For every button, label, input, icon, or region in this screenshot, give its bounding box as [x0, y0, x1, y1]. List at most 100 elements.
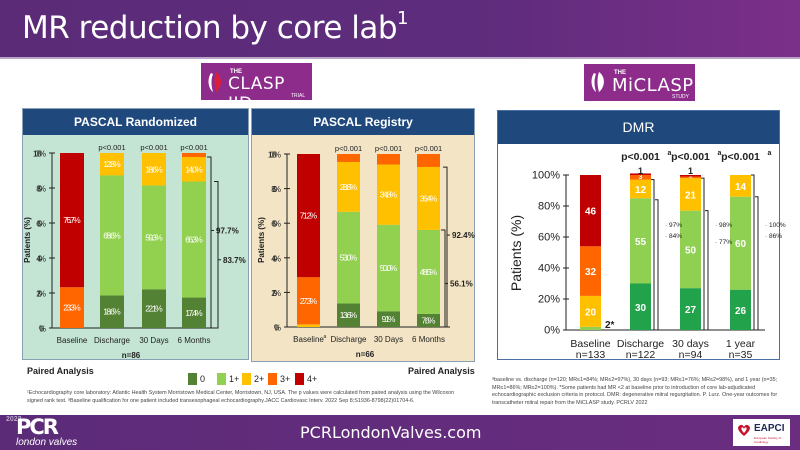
y-tick-label: 80%	[538, 201, 560, 213]
data-label: 50	[685, 245, 697, 256]
y-tick-label: 100%	[268, 151, 281, 160]
bar-segment	[680, 210, 701, 289]
category-label: Discharge	[617, 338, 664, 350]
y-tick-label: 80%	[36, 185, 46, 194]
bracket	[207, 156, 212, 329]
bar-segment	[630, 179, 651, 199]
y-tick-label: 0%	[274, 324, 281, 333]
bar-segment	[182, 181, 206, 298]
bracket-label: · 100%	[765, 222, 786, 229]
bar-segment	[630, 175, 651, 180]
bracket-label: 97.7%	[216, 227, 239, 236]
data-label: 53.0%	[340, 253, 358, 263]
logo-sub: STUDY	[672, 94, 689, 100]
bar-segment	[337, 211, 360, 304]
y-axis-label: Patients (%)	[508, 215, 524, 291]
category-n: n=133	[576, 349, 606, 361]
bar-segment	[142, 153, 166, 186]
title-superscript: 1	[397, 8, 408, 29]
category-label: 30 Days	[139, 336, 168, 345]
bar-segment	[580, 326, 601, 330]
bar-segment	[142, 289, 166, 328]
bar-segment	[680, 175, 701, 177]
data-label: 36.4%	[420, 194, 438, 204]
data-label: 27.3%	[300, 296, 318, 306]
logo-name: MiCLASP	[612, 75, 694, 96]
bar-segment	[100, 175, 124, 296]
bracket-label: · 86%	[765, 233, 782, 240]
bar-segment	[417, 313, 440, 327]
y-tick-label: 80%	[271, 185, 281, 194]
bar-segment	[297, 324, 320, 327]
bar-segment	[580, 246, 601, 296]
category-label: Discharge	[330, 335, 367, 344]
bracket	[705, 210, 709, 330]
category-label: Baseline	[293, 335, 324, 344]
data-label: 66.3%	[185, 235, 203, 245]
bar-segment	[182, 297, 206, 328]
p-value-superscript: a	[668, 150, 672, 157]
title-bar: MR reduction by core lab1	[0, 0, 800, 57]
p-value: p<0.001	[671, 151, 710, 163]
y-axis-label: Patients (%)	[23, 217, 32, 263]
legend-label: 0	[200, 374, 206, 384]
category-label: 30 Days	[374, 335, 403, 344]
bracket-label: · 77%	[715, 239, 732, 246]
data-label: 28.8%	[340, 182, 358, 192]
bar-segment	[142, 185, 166, 290]
y-tick-label: 100%	[33, 150, 46, 159]
bracket	[701, 177, 705, 330]
bracket-label: 56.1%	[450, 279, 473, 288]
logo-sub: TRIAL	[291, 93, 306, 99]
p-value: p<0.001	[621, 151, 660, 163]
bar-segment	[377, 164, 400, 225]
category-label: 6 Months	[412, 335, 445, 344]
data-label: 7.6%	[422, 315, 436, 325]
bar-segment	[297, 277, 320, 325]
y-axis-label: Patients (%)	[257, 217, 266, 263]
data-label: 18.6%	[145, 164, 163, 174]
bracket	[651, 179, 655, 330]
bar-segment	[100, 295, 124, 328]
category-label: Baseline	[570, 338, 610, 350]
bar-segment	[417, 154, 440, 167]
bar-segment	[580, 175, 601, 247]
bar-segment	[297, 154, 320, 278]
panel-header: DMR	[498, 111, 779, 144]
eapci-text: EAPCI	[754, 423, 785, 434]
top-label: 1	[638, 166, 643, 176]
data-label: 22.1%	[145, 304, 163, 314]
footer-bar: 2022 PCR london valves PCRLondonValves.c…	[0, 415, 800, 450]
bar-segment	[580, 295, 601, 327]
bracket-label: 92.4%	[452, 231, 475, 240]
bar-segment	[60, 153, 84, 288]
slide-title-text: MR reduction by core lab	[22, 10, 398, 46]
paired-analysis-label-right: Paired Analysis	[408, 366, 475, 376]
data-label: 34.8%	[380, 190, 398, 200]
bar-segment	[630, 198, 651, 284]
bar-segment	[417, 229, 440, 314]
category-label: 1 year	[726, 338, 756, 350]
bar-segment	[377, 154, 400, 165]
p-value: p<0.001	[98, 143, 125, 152]
data-label: 60	[735, 239, 747, 250]
data-label: 46	[585, 207, 597, 218]
legend-swatch	[188, 373, 197, 385]
category-label: Discharge	[94, 336, 131, 345]
legend-swatch	[268, 373, 277, 385]
data-label: 27	[685, 305, 697, 316]
top-label: 1	[688, 166, 693, 176]
footer-url[interactable]: PCRLondonValves.com	[300, 423, 482, 442]
data-label: 32	[585, 267, 597, 278]
category-label: 6 Months	[178, 336, 211, 345]
bracket	[655, 199, 659, 330]
slide-title: MR reduction by core lab1	[22, 8, 408, 46]
bar-segment	[337, 303, 360, 327]
leaflet-icon	[208, 72, 221, 92]
data-label: 50.0%	[380, 263, 398, 273]
y-tick-label: 100%	[532, 170, 560, 182]
bar-segment	[182, 153, 206, 158]
p-value-superscript: a	[718, 150, 722, 157]
bar-segment	[730, 289, 751, 330]
